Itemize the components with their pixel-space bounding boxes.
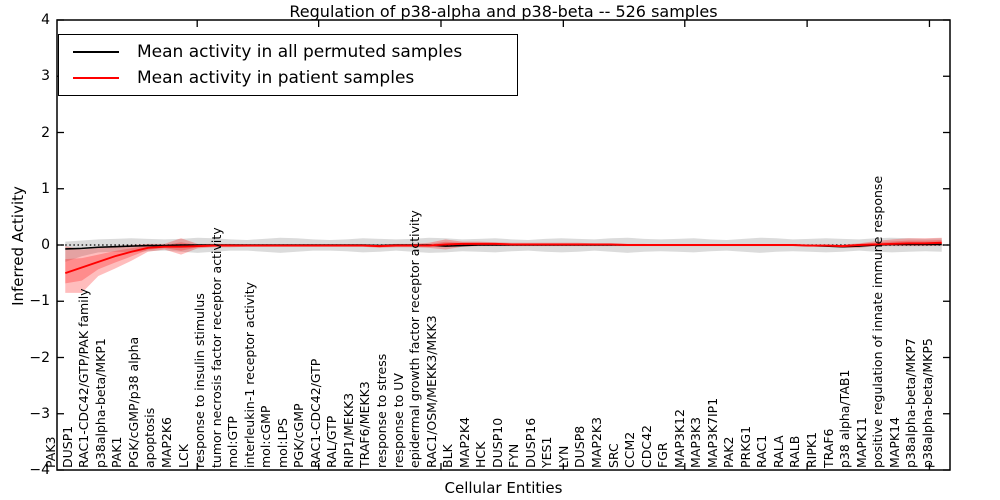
x-category-label: RALB (787, 435, 803, 468)
y-tick-label: 4 (41, 12, 50, 28)
y-tick-label: 1 (41, 180, 50, 197)
x-category-label: DUSP10 (489, 417, 505, 468)
chart-title: Regulation of p38-alpha and p38-beta -- … (289, 2, 718, 21)
legend-entry-permuted: Mean activity in all permuted samples (73, 42, 517, 62)
x-category-label: positive regulation of innate immune res… (870, 175, 886, 468)
legend-entry-patient: Mean activity in patient samples (73, 68, 517, 88)
x-category-label: epidermal growth factor receptor activit… (407, 210, 423, 468)
x-category-label: DUSP1 (59, 425, 75, 468)
x-category-label: RAC1-CDC42/GTP/PAK family (76, 288, 92, 468)
x-category-label: FGR (655, 442, 671, 468)
x-category-label: p38alpha-beta/MKP7 (903, 338, 919, 468)
permuted-line-sample-icon (73, 51, 119, 53)
patient-mean-line (64, 241, 942, 275)
x-category-label: RAC1-CDC42/GTP (307, 358, 323, 468)
x-category-label: p38alpha-beta/MKP5 (919, 338, 935, 468)
x-category-label: DUSP16 (522, 417, 538, 468)
x-category-label: p38 alpha/TAB1 (837, 369, 853, 468)
x-category-label: RIP1/MEKK3 (340, 392, 356, 468)
x-category-label: response to insulin stimulus (192, 293, 208, 468)
x-category-label: RAL/GTP (324, 415, 340, 468)
x-category-label: PAK2 (721, 436, 737, 468)
x-category-label: DUSP8 (572, 425, 588, 468)
legend-label-patient: Mean activity in patient samples (137, 68, 415, 88)
x-category-label: RALA (770, 435, 786, 468)
y-tick-label: 2 (41, 124, 50, 141)
x-category-label: SRC (605, 443, 621, 468)
x-category-label: YES1 (539, 436, 555, 468)
x-category-label: TRAF6/MEKK3 (357, 381, 373, 468)
x-category-label: HCK (473, 441, 489, 468)
x-category-label: MAPK11 (853, 417, 869, 468)
x-category-label: MAP2K3 (588, 417, 604, 468)
x-category-label: interleukin-1 receptor activity (241, 281, 257, 468)
x-category-label: PGK/cGMP/p38 alpha (125, 336, 141, 468)
x-category-label: response to UV (390, 373, 406, 468)
x-category-label: MAPK14 (886, 417, 902, 468)
legend: Mean activity in all permuted samples Me… (58, 34, 518, 96)
x-axis-label: Cellular Entities (444, 479, 563, 497)
x-category-label: mol:cGMP (258, 405, 274, 468)
y-tick-label: −2 (29, 349, 50, 366)
y-tick-label: 3 (41, 68, 50, 85)
x-category-label: mol:LPS (274, 418, 290, 468)
x-category-label: TRAF6 (820, 428, 836, 468)
permuted-band (65, 237, 942, 262)
x-category-label: mol:GTP (225, 416, 241, 468)
x-category-label: MAP2K6 (159, 417, 175, 468)
y-tick-label: −3 (29, 405, 50, 422)
x-category-label: CDC42 (638, 425, 654, 468)
x-category-label: RIPK1 (803, 431, 819, 468)
x-category-label: RAC1 (754, 434, 770, 468)
patient-line-sample-icon (73, 77, 119, 79)
x-category-label: MAP3K12 (671, 409, 687, 468)
x-category-label: MAP2K4 (456, 417, 472, 468)
x-category-label: p38alpha-beta/MKP1 (92, 338, 108, 468)
x-category-label: RAC1/OSM/MEKK3/MKK3 (423, 315, 439, 468)
x-category-label: apoptosis (142, 407, 158, 468)
x-category-label: PRKG1 (737, 425, 753, 468)
x-category-label: LYN (555, 445, 571, 468)
x-category-label: BLK (440, 444, 456, 468)
x-category-label: LCK (175, 444, 191, 468)
x-category-label: PAK1 (109, 436, 125, 468)
x-category-label: MAP3K7IP1 (704, 397, 720, 468)
x-category-label: MAP3K3 (688, 417, 704, 468)
y-tick-label: −4 (29, 462, 50, 478)
x-category-label: PAK3 (43, 436, 59, 468)
y-tick-label: −1 (29, 293, 50, 310)
x-category-label: tumor necrosis factor receptor activity (208, 227, 224, 468)
x-category-label: response to stress (374, 353, 389, 468)
x-category-label: PGK/cGMP (291, 403, 307, 468)
legend-label-permuted: Mean activity in all permuted samples (137, 42, 463, 62)
x-category-label: CCM2 (622, 431, 638, 468)
x-category-label: FYN (506, 443, 522, 468)
y-tick-label: 0 (41, 237, 50, 253)
